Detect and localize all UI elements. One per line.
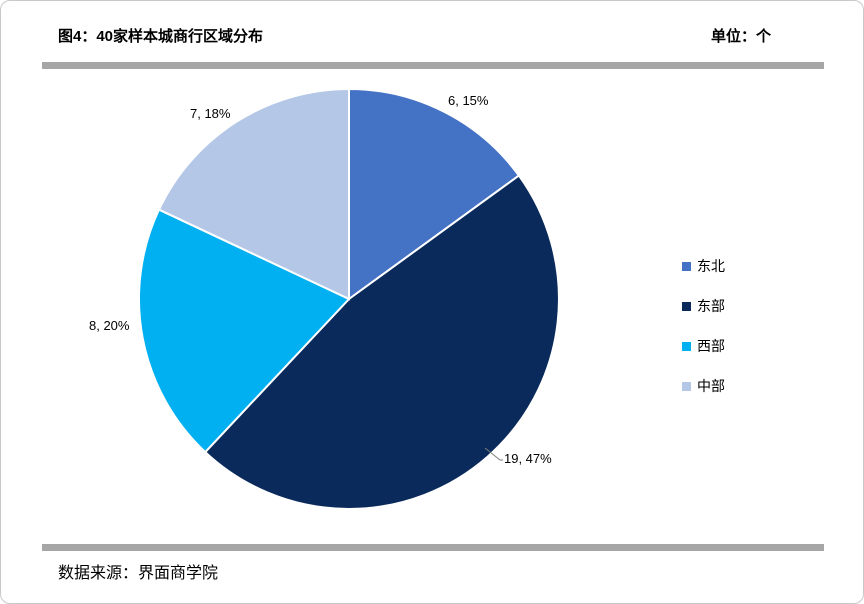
pie-data-label-west: 8, 20% — [89, 318, 130, 333]
legend-item-central: 中部 — [682, 366, 725, 406]
legend-item-northeast: 东北 — [682, 246, 725, 286]
legend-label-west: 西部 — [697, 338, 725, 354]
pie-slice-0 — [348, 87, 521, 301]
pie-data-label-northeast: 6, 15% — [448, 93, 489, 108]
bottom-divider — [42, 544, 824, 551]
legend-label-northeast: 东北 — [697, 258, 725, 274]
legend-label-east: 东部 — [697, 298, 725, 314]
label-leader-line — [484, 447, 503, 461]
data-source: 数据来源：界面商学院 — [58, 565, 219, 582]
legend-swatch-northeast — [682, 261, 691, 271]
legend-item-east: 东部 — [682, 286, 725, 326]
pie-data-label-east: 19, 47% — [504, 451, 552, 466]
legend-item-west: 西部 — [682, 326, 725, 366]
legend-swatch-east — [682, 301, 691, 311]
pie-slice-3 — [157, 87, 350, 301]
chart-legend: 东北 东部 西部 中部 — [682, 246, 725, 406]
legend-swatch-west — [682, 341, 691, 351]
pie-slice-2 — [138, 208, 351, 454]
top-divider — [42, 62, 824, 69]
pie-slice-1 — [203, 174, 560, 510]
legend-swatch-central — [682, 381, 691, 391]
unit-label: 单位：个 — [710, 28, 771, 45]
legend-label-central: 中部 — [697, 378, 725, 394]
chart-title: 图4：40家样本城商行区域分布 — [58, 28, 264, 45]
pie-data-label-central: 7, 18% — [190, 106, 231, 121]
